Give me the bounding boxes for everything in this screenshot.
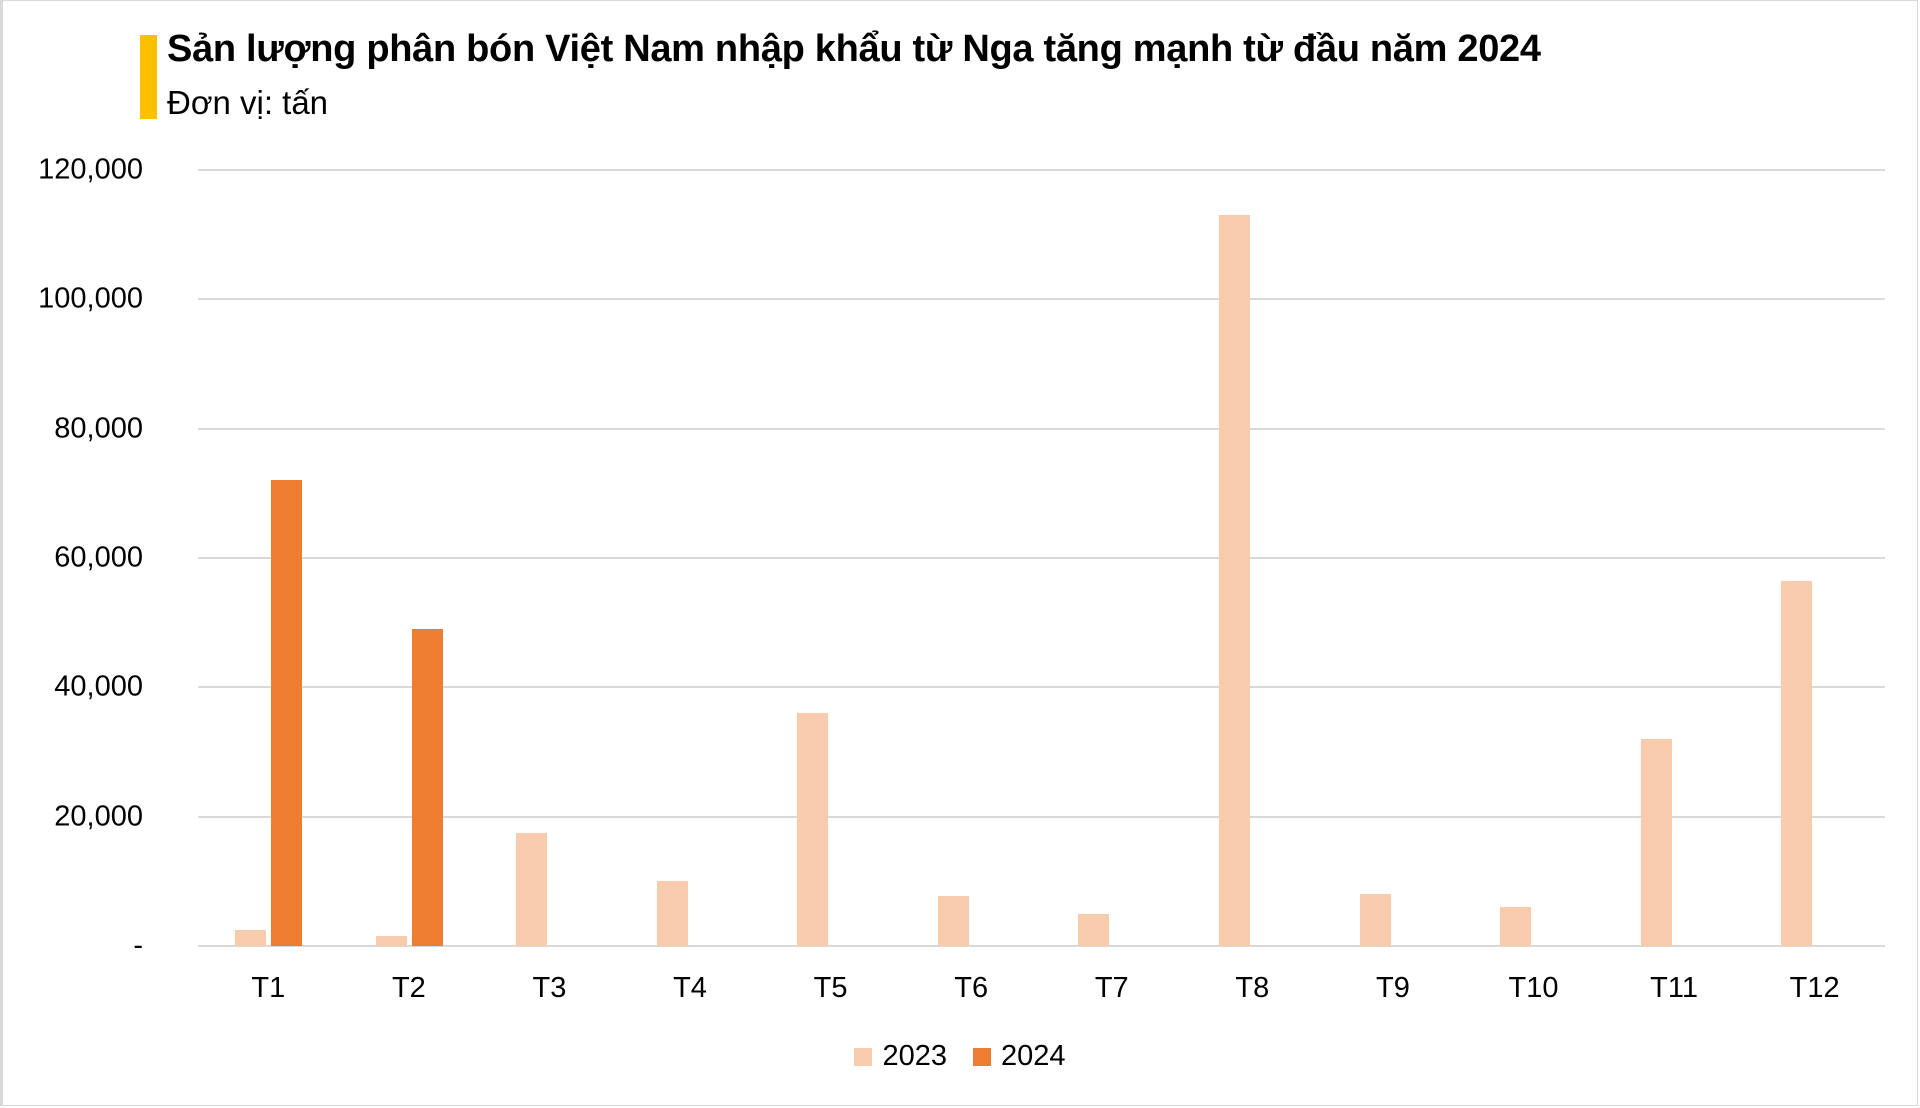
gridline bbox=[198, 557, 1885, 559]
y-tick-label: 80,000 bbox=[54, 412, 143, 445]
bar-2023-t12 bbox=[1781, 580, 1813, 946]
legend-swatch bbox=[854, 1047, 873, 1066]
bar-groups bbox=[198, 170, 1885, 946]
x-tick-label: T4 bbox=[673, 972, 707, 1004]
x-tick-label: T9 bbox=[1375, 972, 1410, 1004]
bar-group-t8 bbox=[1182, 170, 1323, 946]
x-tick-label: T6 bbox=[954, 972, 989, 1004]
bar-group-t9 bbox=[1323, 170, 1464, 946]
legend-swatch bbox=[973, 1047, 991, 1066]
bar-2023-t8 bbox=[1219, 215, 1251, 946]
bar-group-t12 bbox=[1744, 170, 1885, 946]
bar-2023-t6 bbox=[937, 896, 969, 946]
bar-group-t4 bbox=[620, 170, 761, 946]
bar-2024-t2 bbox=[411, 629, 443, 946]
gridline bbox=[198, 945, 1885, 947]
x-tick-label: T2 bbox=[391, 972, 426, 1004]
gridline bbox=[198, 169, 1885, 171]
bar-2024-t1 bbox=[271, 480, 302, 946]
bar-group-t11 bbox=[1604, 170, 1745, 946]
bar-group-t1 bbox=[198, 170, 339, 946]
bar-2023-t3 bbox=[516, 832, 548, 946]
bar-group-t6 bbox=[901, 170, 1042, 946]
gridline bbox=[198, 686, 1885, 689]
bar-group-t7 bbox=[1041, 170, 1182, 946]
legend-label: 2023 bbox=[882, 1040, 947, 1072]
legend: 2023 2024 bbox=[0, 1040, 1920, 1073]
y-tick-label: 100,000 bbox=[38, 282, 143, 315]
bar-2023-t11 bbox=[1640, 739, 1672, 946]
x-tick-label: T5 bbox=[813, 972, 848, 1004]
y-tick-label: - bbox=[133, 929, 143, 962]
legend-item-2023: 2023 bbox=[854, 1040, 947, 1073]
plot-area bbox=[198, 169, 1885, 947]
x-tick-label: T8 bbox=[1235, 972, 1270, 1004]
y-tick-label: 20,000 bbox=[54, 800, 143, 833]
x-tick-label: T12 bbox=[1789, 972, 1840, 1004]
legend-item-2024: 2024 bbox=[973, 1040, 1066, 1073]
x-tick-label: T1 bbox=[251, 972, 286, 1004]
bar-2023-t10 bbox=[1500, 907, 1532, 946]
bar-group-t5 bbox=[760, 170, 901, 946]
x-axis: T1 T2 T3 T4 T5 T6 T7 T8 T9 T10 T11 T12 bbox=[198, 972, 1885, 1005]
gridline bbox=[198, 427, 1885, 430]
chart-subtitle: Đơn vị: tấn bbox=[167, 84, 329, 121]
bar-group-t2 bbox=[339, 170, 480, 946]
x-tick-label: T10 bbox=[1508, 972, 1559, 1004]
bar-2023-t1 bbox=[235, 929, 266, 946]
bar-group-t3 bbox=[479, 170, 620, 946]
bar-group-t10 bbox=[1463, 170, 1604, 946]
bar-2023-t7 bbox=[1078, 914, 1110, 946]
y-tick-label: 60,000 bbox=[54, 541, 143, 574]
bar-2023-t9 bbox=[1359, 894, 1391, 946]
x-tick-label: T7 bbox=[1094, 972, 1129, 1004]
x-tick-label: T3 bbox=[532, 972, 567, 1004]
bar-2023-t2 bbox=[375, 936, 407, 946]
gridline bbox=[198, 298, 1885, 301]
gridline bbox=[198, 815, 1885, 818]
chart-title: Sản lượng phân bón Việt Nam nhập khẩu từ… bbox=[167, 28, 1541, 70]
bar-2023-t5 bbox=[797, 713, 829, 946]
y-tick-label: 40,000 bbox=[54, 670, 143, 703]
bar-2023-t4 bbox=[656, 881, 688, 946]
legend-label: 2024 bbox=[1001, 1040, 1066, 1072]
x-tick-label: T11 bbox=[1650, 972, 1698, 1004]
y-tick-label: 120,000 bbox=[38, 153, 143, 186]
title-accent-bar bbox=[140, 35, 157, 119]
